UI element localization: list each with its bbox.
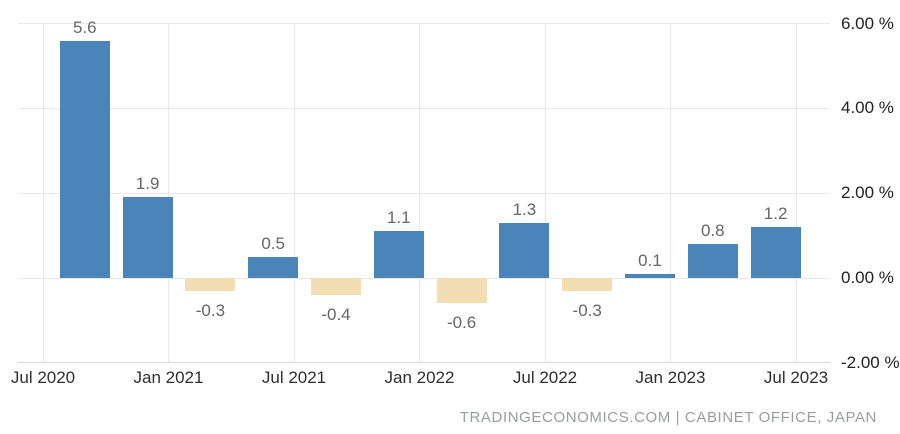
bar-value-label: -0.4 <box>321 304 351 324</box>
data-bar[interactable] <box>59 40 110 278</box>
x-axis-tick-label: Jan 2022 <box>384 368 455 387</box>
x-axis-tick-label: Jul 2021 <box>261 368 327 387</box>
bar-value-label: 1.3 <box>512 199 537 219</box>
x-axis-tick-label: Jan 2021 <box>133 368 204 387</box>
bar-value-label: -0.6 <box>446 313 477 333</box>
bar-value-label: 0.1 <box>638 250 662 270</box>
horizontal-gridline <box>18 362 830 364</box>
data-bar[interactable] <box>436 278 487 304</box>
y-axis-tick-label: -2.00 % <box>841 352 900 372</box>
horizontal-gridline <box>18 107 830 109</box>
data-bar[interactable] <box>311 278 361 295</box>
y-axis-tick-label: 6.00 % <box>841 13 894 33</box>
y-axis-tick-label: 4.00 % <box>841 98 894 118</box>
data-bar[interactable] <box>248 256 299 278</box>
bar-value-label: 1.1 <box>386 208 411 228</box>
data-bar[interactable] <box>185 278 236 291</box>
horizontal-gridline <box>18 192 830 194</box>
data-bar[interactable] <box>373 231 424 278</box>
bar-value-label: 5.6 <box>72 17 97 37</box>
source-attribution: TRADINGECONOMICS.COM | CABINET OFFICE, J… <box>459 409 877 426</box>
data-bar[interactable] <box>687 244 738 278</box>
data-bar[interactable] <box>562 278 613 291</box>
x-axis-tick-label: Jan 2023 <box>635 368 706 387</box>
bar-value-label: 1.2 <box>763 204 788 224</box>
horizontal-gridline <box>18 23 830 25</box>
y-axis-tick-label: 0.00 % <box>841 268 894 287</box>
bar-value-label: 0.5 <box>261 233 285 253</box>
data-bar[interactable] <box>625 273 675 278</box>
bar-value-label: 0.8 <box>700 221 725 241</box>
x-axis-tick-label: Jul 2023 <box>763 368 829 387</box>
x-axis-tick-label: Jul 2022 <box>512 368 578 387</box>
data-bar[interactable] <box>499 222 550 278</box>
bar-value-label: -0.3 <box>572 300 602 320</box>
bar-value-label: 1.9 <box>135 174 160 194</box>
x-axis-tick-label: Jul 2020 <box>10 368 76 387</box>
data-bar[interactable] <box>122 197 173 278</box>
bar-value-label: -0.3 <box>195 300 226 320</box>
y-axis-tick-label: 2.00 % <box>841 183 894 203</box>
data-bar[interactable] <box>750 227 801 278</box>
horizontal-gridline <box>18 277 830 279</box>
